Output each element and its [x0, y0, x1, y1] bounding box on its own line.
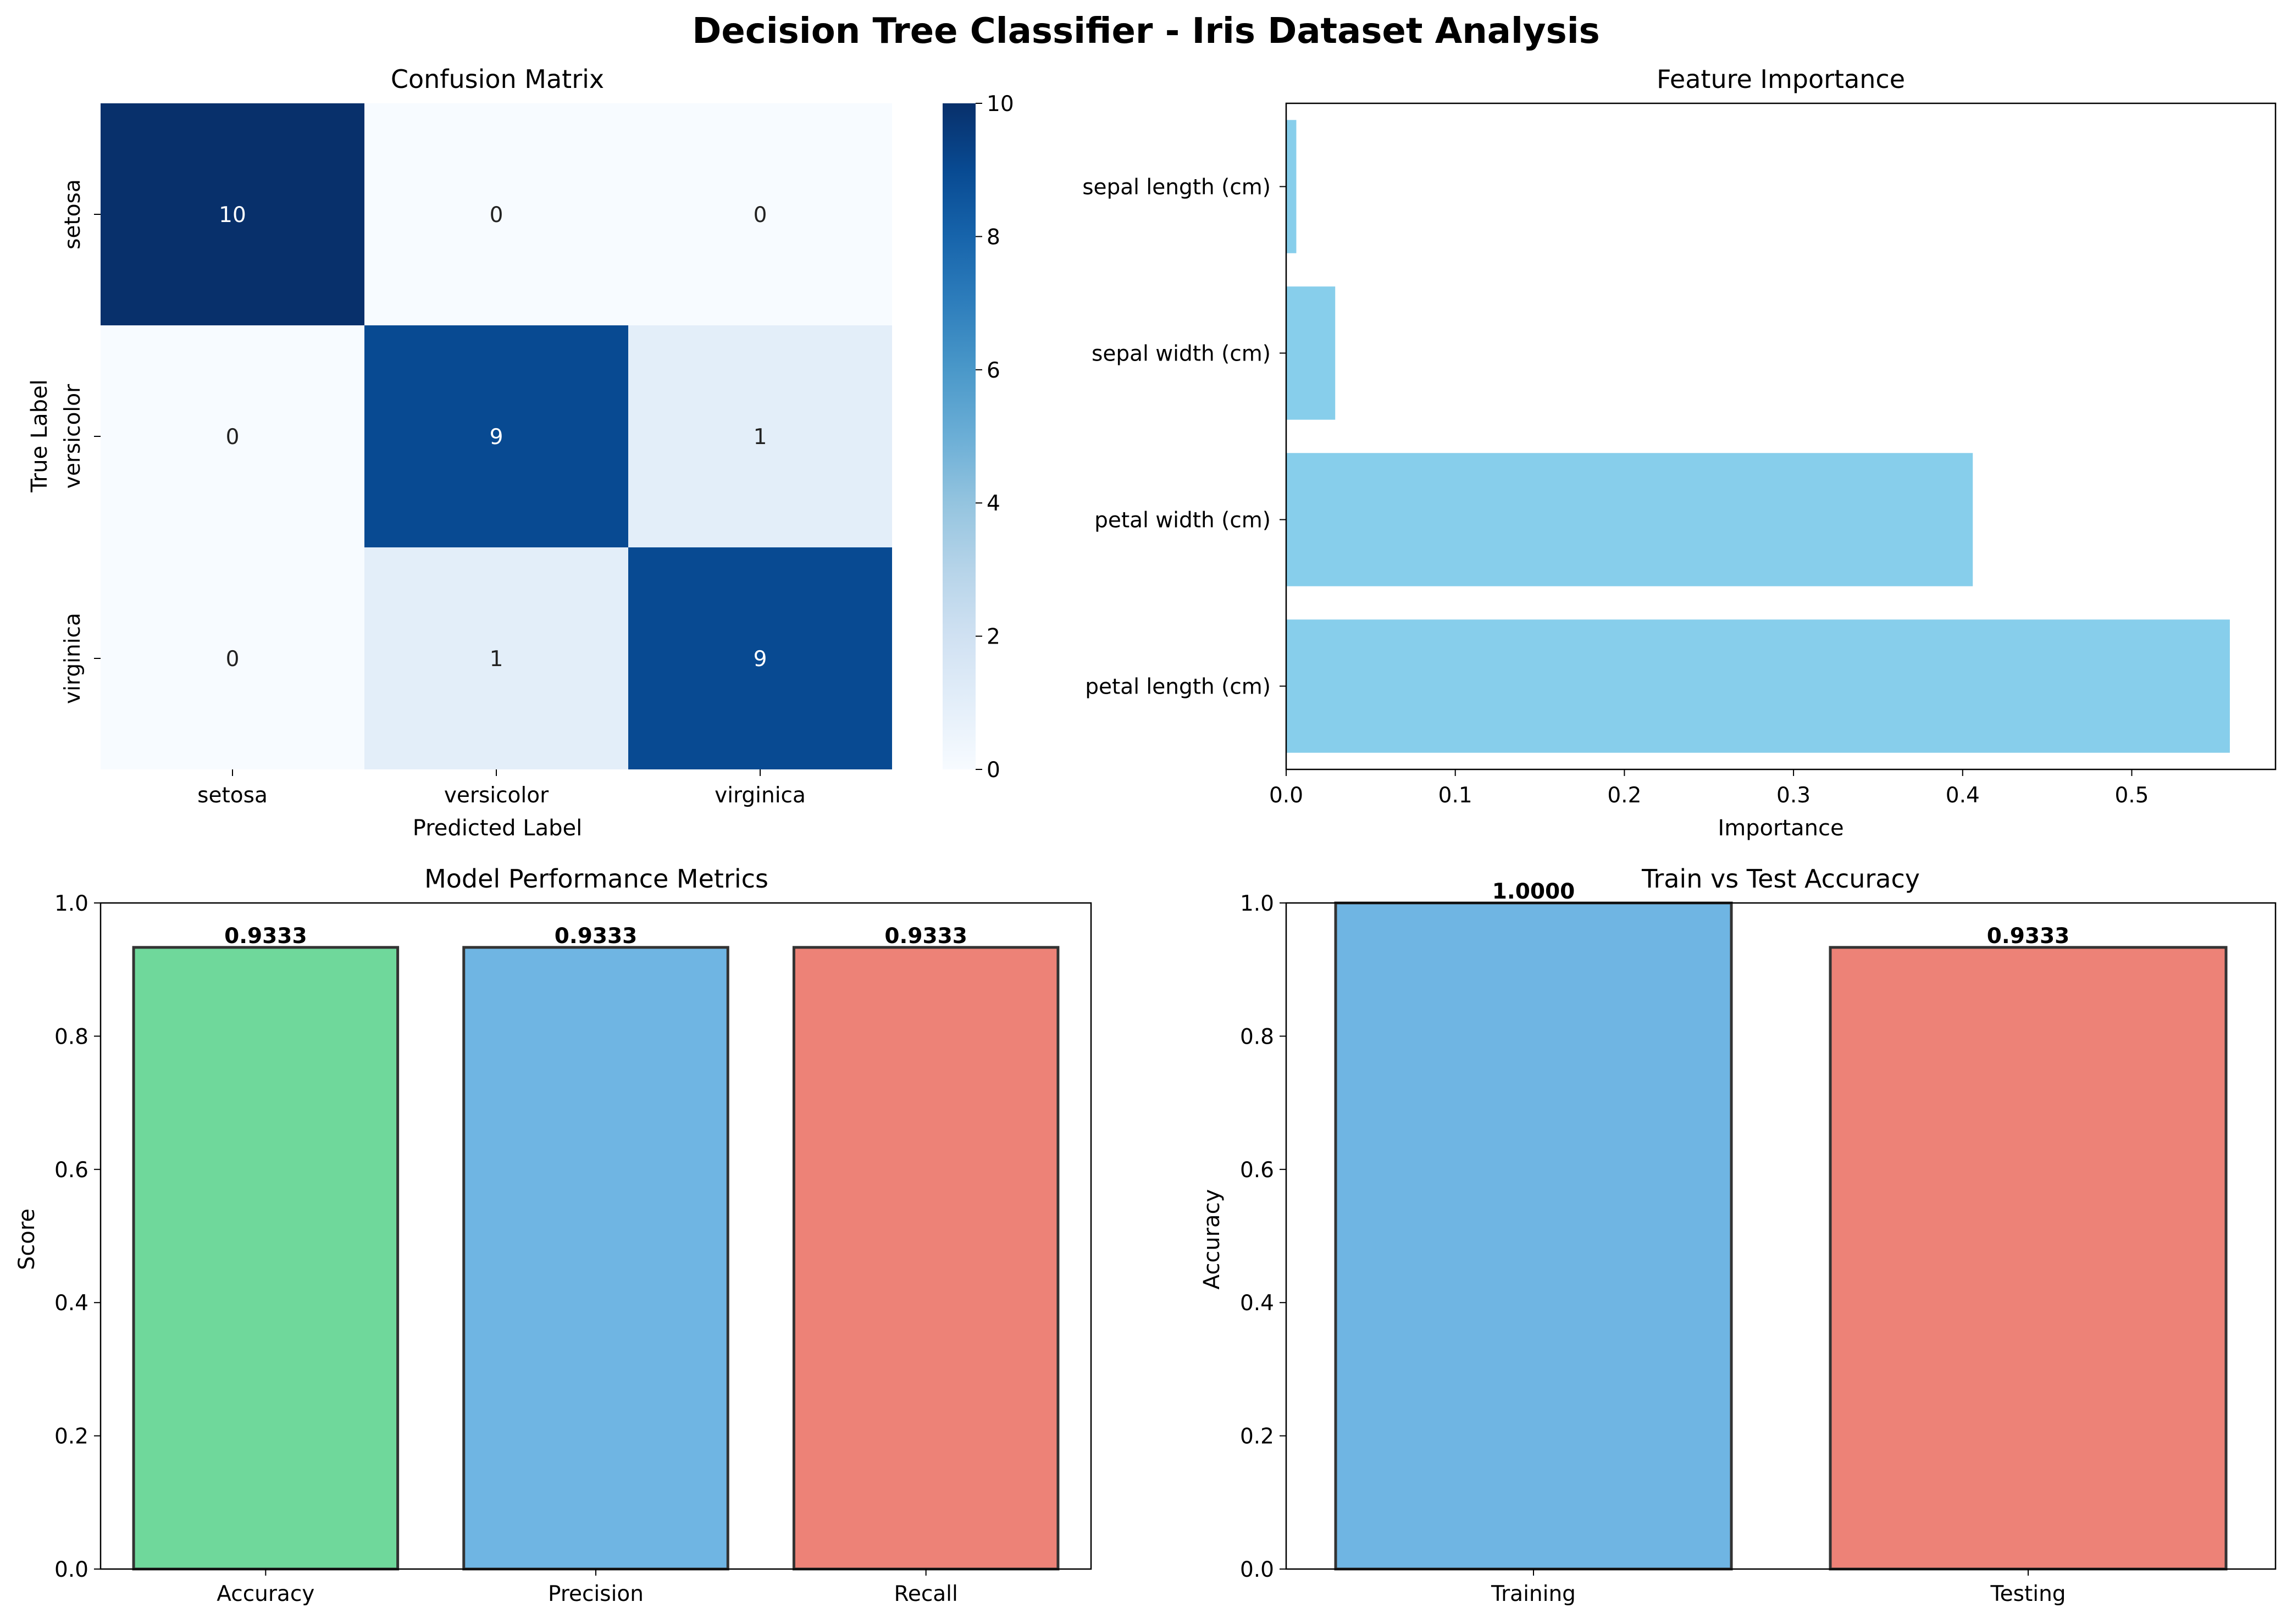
x-tick-label: Recall: [894, 1582, 957, 1606]
confusion-matrix-panel: Confusion Matrix Predicted Label True La…: [27, 64, 1014, 841]
x-tick-label: virginica: [715, 783, 806, 808]
colorbar-tick-label: 10: [987, 92, 1014, 117]
feature-label: sepal width (cm): [1092, 342, 1271, 367]
feature-importance-panel: Feature Importance Importance petal leng…: [1082, 64, 2277, 841]
feature-label: petal width (cm): [1094, 508, 1271, 533]
metric-bar: [792, 946, 1060, 1571]
metric-bar: [462, 946, 729, 1571]
axes-frame: [99, 902, 1092, 1570]
heatmap-cell: [364, 325, 628, 547]
y-tick-label: 0.4: [54, 1291, 88, 1316]
x-tick-label: 0.1: [1438, 783, 1472, 808]
bar-value-label: 0.9333: [1987, 924, 2070, 949]
train-test-title: Train vs Test Accuracy: [1641, 864, 1920, 894]
y-tick-label: 1.0: [1240, 891, 1274, 916]
feature-label: petal length (cm): [1085, 675, 1271, 700]
x-tick-label: setosa: [197, 783, 268, 808]
y-tick-label: 0.0: [54, 1558, 88, 1582]
x-tick-label: Testing: [1990, 1582, 2066, 1606]
x-tick-label: 0.4: [1946, 783, 1980, 808]
figure-title: Decision Tree Classifier - Iris Dataset …: [692, 11, 1600, 52]
feature-bar: [1286, 453, 1973, 586]
feature-importance-title: Feature Importance: [1657, 64, 1905, 94]
performance-metrics-ylabel: Score: [14, 1209, 40, 1270]
x-tick-label: 0.0: [1269, 783, 1303, 808]
colorbar-tick-label: 4: [987, 491, 1000, 516]
heatmap-cell: [101, 325, 364, 547]
x-tick-label: 0.3: [1776, 783, 1811, 808]
feature-bar: [1286, 286, 1336, 420]
train-test-ylabel: Accuracy: [1199, 1189, 1225, 1290]
feature-bar: [1286, 619, 2230, 753]
x-tick-label: Precision: [548, 1582, 644, 1606]
colorbar: [943, 103, 976, 769]
confusion-matrix-title: Confusion Matrix: [391, 64, 604, 94]
axes-frame: [1285, 102, 2277, 771]
feature-importance-xlabel: Importance: [1718, 816, 1843, 841]
metric-bar: [1334, 901, 1733, 1571]
y-tick-label: 0.0: [1240, 1558, 1274, 1582]
x-tick-label: versicolor: [444, 783, 549, 808]
metric-bar: [132, 946, 400, 1571]
metric-bar: [1829, 946, 2228, 1571]
y-tick-label: 1.0: [54, 891, 88, 916]
y-tick-label: 0.6: [54, 1158, 88, 1183]
bar-value-label: 1.0000: [1492, 879, 1575, 904]
heatmap-cell-value: 0: [490, 203, 503, 228]
heatmap-cell-value: 9: [754, 647, 767, 672]
performance-metrics-panel: Model Performance Metrics Score 0.9333 Ac…: [14, 864, 1092, 1606]
feature-bar: [1286, 120, 1297, 253]
y-tick-label: setosa: [60, 179, 85, 250]
axes-frame: [1285, 902, 2277, 1570]
y-tick-label: versicolor: [60, 384, 85, 489]
colorbar-tick-label: 0: [987, 758, 1000, 783]
feature-label: sepal length (cm): [1082, 175, 1271, 200]
heatmap-cell: [628, 547, 892, 769]
bar-value-label: 0.9333: [224, 924, 307, 949]
heatmap-cell: [101, 103, 364, 325]
confusion-matrix-ylabel: True Label: [27, 379, 52, 493]
y-tick-label: 0.2: [1240, 1425, 1274, 1449]
bar-value-label: 0.9333: [884, 924, 967, 949]
y-tick-label: 0.2: [54, 1425, 88, 1449]
heatmap-cell-value: 0: [754, 203, 767, 228]
heatmap-cell: [364, 103, 628, 325]
heatmap-cell-value: 1: [490, 647, 503, 672]
y-tick-label: 0.6: [1240, 1158, 1274, 1183]
y-tick-label: 0.8: [54, 1024, 88, 1049]
y-tick-label: 0.4: [1240, 1291, 1274, 1316]
heatmap-cell-value: 10: [219, 203, 246, 228]
heatmap-cell: [628, 325, 892, 547]
colorbar-tick-label: 6: [987, 358, 1000, 383]
heatmap-cell-value: 1: [754, 425, 767, 450]
heatmap-cell-value: 9: [490, 425, 503, 450]
heatmap-cell-value: 0: [226, 647, 240, 672]
heatmap-cell: [101, 547, 364, 769]
colorbar-tick-label: 8: [987, 225, 1000, 250]
confusion-matrix-xlabel: Predicted Label: [413, 816, 582, 841]
x-tick-label: 0.5: [2114, 783, 2149, 808]
train-test-panel: Train vs Test Accuracy Accuracy 1.0000 Tr…: [1199, 864, 2277, 1606]
x-tick-label: Accuracy: [217, 1582, 314, 1606]
heatmap-cell: [364, 547, 628, 769]
heatmap-cell-value: 0: [226, 425, 240, 450]
x-tick-label: Training: [1491, 1582, 1576, 1606]
x-tick-label: 0.2: [1607, 783, 1641, 808]
bar-value-label: 0.9333: [555, 924, 638, 949]
y-tick-label: virginica: [60, 613, 85, 704]
heatmap-cell: [628, 103, 892, 325]
performance-metrics-title: Model Performance Metrics: [424, 864, 768, 894]
y-tick-label: 0.8: [1240, 1024, 1274, 1049]
colorbar-tick-label: 2: [987, 625, 1000, 650]
